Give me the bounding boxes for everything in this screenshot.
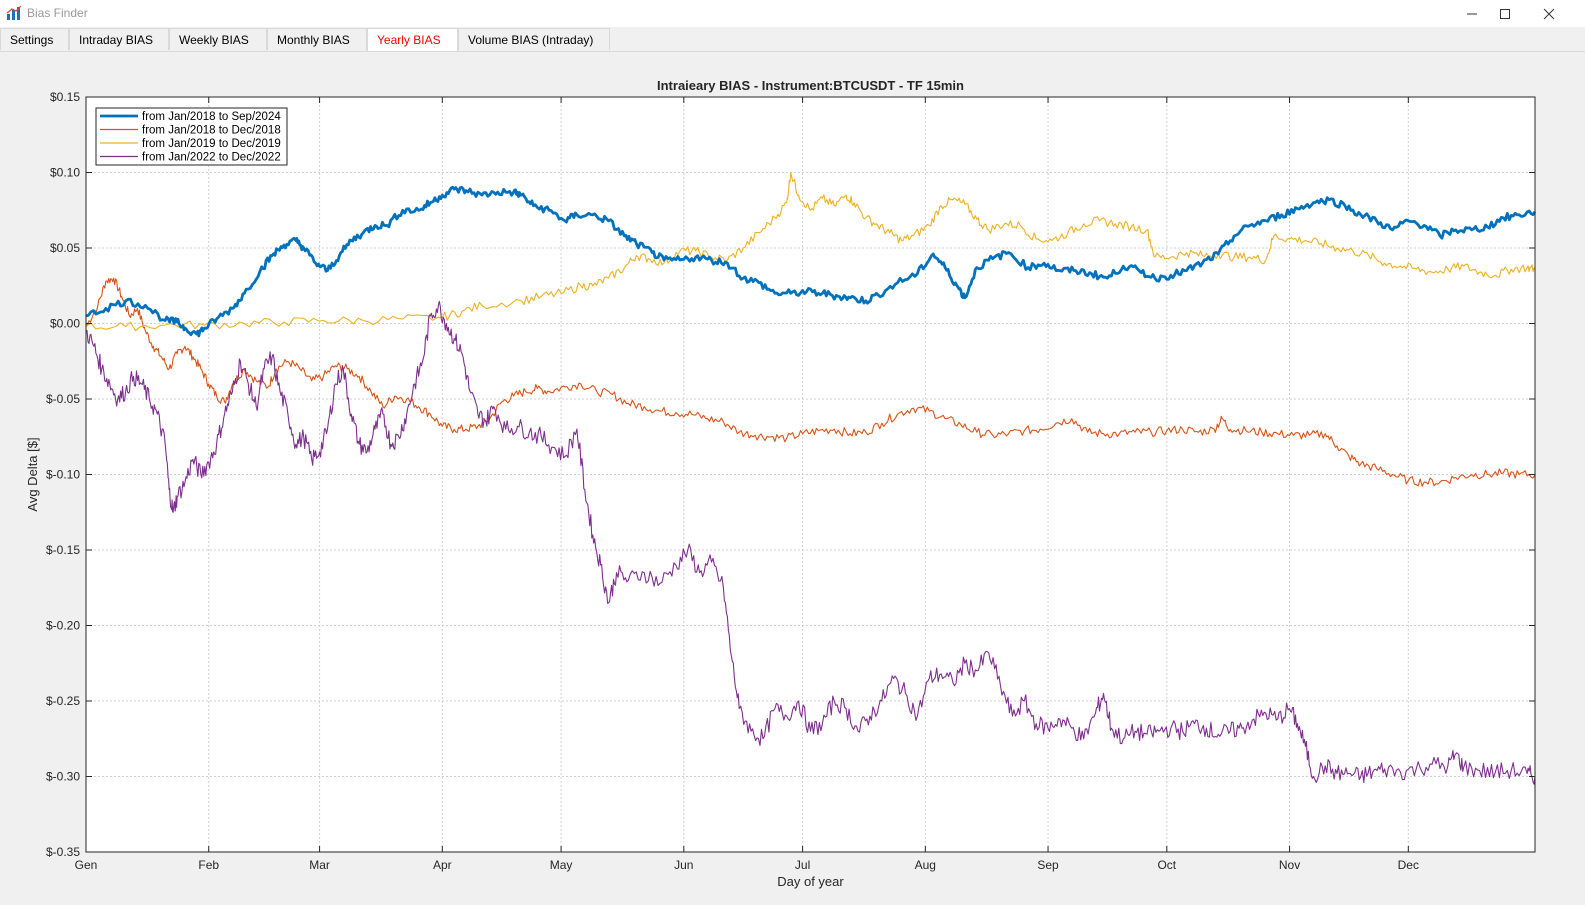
- y-tick-label: $-0.10: [46, 468, 80, 482]
- legend-entry-label: from Jan/2019 to Dec/2019: [142, 138, 281, 150]
- legend-entry-label: from Jan/2022 to Dec/2022: [142, 152, 281, 164]
- tab-intraday-bias[interactable]: Intraday BIAS: [69, 28, 169, 50]
- series-line-3: [85, 300, 1536, 785]
- close-button[interactable]: [1526, 0, 1572, 27]
- legend-entry-label: from Jan/2018 to Dec/2018: [142, 125, 281, 137]
- y-tick-label: $-0.25: [46, 694, 80, 708]
- x-tick-label: Mar: [309, 858, 330, 872]
- minimize-icon: [1467, 13, 1477, 14]
- y-axis-label: Avg Delta [$]: [25, 437, 40, 511]
- tab-volume-bias-intraday[interactable]: Volume BIAS (Intraday): [458, 28, 610, 50]
- legend-entry-label: from Jan/2018 to Sep/2024: [142, 111, 281, 123]
- tab-label: Yearly BIAS: [377, 33, 441, 47]
- y-tick-label: $-0.20: [46, 619, 80, 633]
- y-tick-label: $0.15: [50, 90, 80, 104]
- series-line-0: [85, 185, 1537, 338]
- legend-box: [95, 107, 288, 166]
- tab-monthly-bias[interactable]: Monthly BIAS: [267, 28, 367, 50]
- x-tick-label: Jun: [674, 858, 693, 872]
- tab-label: Volume BIAS (Intraday): [468, 33, 594, 47]
- maximize-button[interactable]: [1482, 0, 1528, 27]
- tab-label: Monthly BIAS: [277, 33, 350, 47]
- x-tick-label: Jul: [795, 858, 810, 872]
- x-tick-label: Feb: [198, 858, 219, 872]
- y-tick-label: $0.00: [50, 317, 80, 331]
- yearly-bias-chart: $0.15 $0.10 $0.05 $0.00 $-0.05 $-0.10 $-0.15 $-…: [0, 52, 1585, 902]
- x-tick-label: Apr: [433, 858, 452, 872]
- tab-label: Intraday BIAS: [79, 33, 154, 47]
- x-tick-label: Dec: [1398, 858, 1419, 872]
- y-tick-label: $-0.15: [46, 543, 80, 557]
- plot-panel: $0.15 $0.10 $0.05 $0.00 $-0.05 $-0.10 $-0.15 $-…: [0, 52, 1585, 902]
- maximize-icon: [1500, 8, 1510, 19]
- x-tick-label: Sep: [1037, 858, 1059, 872]
- tab-label: Weekly BIAS: [179, 33, 249, 47]
- window-titlebar: Bias Finder: [0, 0, 1585, 27]
- x-tick-label: May: [550, 858, 573, 872]
- tab-bar: Settings Intraday BIAS Weekly BIAS Month…: [0, 28, 1585, 52]
- window-title: Bias Finder: [27, 6, 88, 20]
- y-tick-label: $-0.30: [46, 770, 80, 784]
- y-tick-label: $-0.35: [46, 845, 80, 859]
- tab-label: Settings: [10, 33, 54, 47]
- tab-weekly-bias[interactable]: Weekly BIAS: [169, 28, 267, 50]
- tab-yearly-bias[interactable]: Yearly BIAS: [367, 28, 458, 51]
- y-tick-label: $-0.05: [46, 392, 80, 406]
- chart-title: Intraieary BIAS - Instrument:BTCUSDT - T…: [657, 78, 964, 93]
- y-tick-label: $0.10: [50, 166, 80, 180]
- x-tick-label: Oct: [1157, 858, 1176, 872]
- x-axis-label: Day of year: [777, 874, 844, 889]
- x-tick-label: Aug: [915, 858, 936, 872]
- series-line-2: [85, 171, 1536, 332]
- close-icon: [1543, 8, 1555, 19]
- bar-chart-icon: [6, 5, 22, 20]
- x-tick-label: Gen: [75, 858, 98, 872]
- tab-settings[interactable]: Settings: [0, 28, 69, 50]
- x-tick-label: Nov: [1279, 858, 1300, 872]
- y-tick-label: $0.05: [50, 241, 80, 255]
- minimize-button[interactable]: [1449, 0, 1495, 27]
